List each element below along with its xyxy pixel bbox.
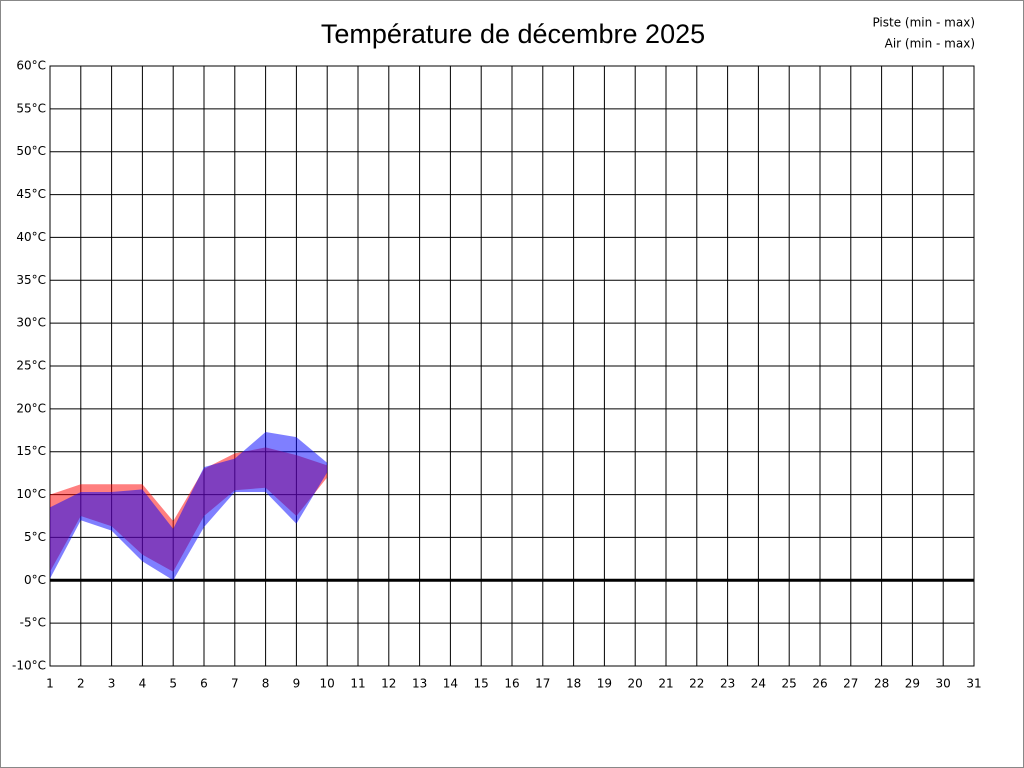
x-tick-label: 20 — [628, 677, 643, 691]
x-tick-label: 7 — [231, 677, 239, 691]
x-tick-label: 18 — [566, 677, 581, 691]
x-tick-label: 12 — [381, 677, 396, 691]
chart-title: Température de décembre 2025 — [321, 19, 705, 49]
x-tick-label: 8 — [262, 677, 270, 691]
x-tick-label: 10 — [320, 677, 335, 691]
x-tick-label: 26 — [812, 677, 827, 691]
x-tick-label: 22 — [689, 677, 704, 691]
y-tick-label: 35°C — [16, 273, 46, 287]
y-tick-label: 55°C — [16, 101, 46, 115]
x-tick-label: 4 — [139, 677, 147, 691]
x-tick-label: 9 — [293, 677, 301, 691]
y-tick-label: 10°C — [16, 487, 46, 501]
y-tick-label: 50°C — [16, 144, 46, 158]
y-tick-label: -5°C — [20, 616, 46, 630]
plot-border — [49, 65, 975, 667]
x-tick-label: 19 — [597, 677, 612, 691]
y-tick-label: 15°C — [16, 444, 46, 458]
x-tick-label: 3 — [108, 677, 116, 691]
x-tick-label: 29 — [905, 677, 920, 691]
x-tick-label: 17 — [535, 677, 550, 691]
y-tick-label: 60°C — [16, 59, 46, 73]
range-area — [50, 432, 328, 581]
x-tick-label: 28 — [874, 677, 889, 691]
x-tick-label: 30 — [936, 677, 951, 691]
x-tick-label: 14 — [443, 677, 458, 691]
x-tick-label: 13 — [412, 677, 427, 691]
x-tick-label: 23 — [720, 677, 735, 691]
y-tick-label: 30°C — [16, 316, 46, 330]
y-tick-label: 25°C — [16, 359, 46, 373]
y-tick-label: 0°C — [24, 573, 46, 587]
x-tick-label: 11 — [350, 677, 365, 691]
x-tick-label: 25 — [782, 677, 797, 691]
x-tick-label: 1 — [46, 677, 54, 691]
x-tick-label: 2 — [77, 677, 85, 691]
y-tick-label: 20°C — [16, 401, 46, 415]
y-tick-label: 45°C — [16, 187, 46, 201]
x-tick-label: 27 — [843, 677, 858, 691]
legend-entry: Piste (min - max) — [872, 16, 975, 30]
x-tick-label: 21 — [658, 677, 673, 691]
x-tick-label: 24 — [751, 677, 766, 691]
legend-entry: Air (min - max) — [885, 37, 975, 51]
x-tick-label: 15 — [474, 677, 489, 691]
y-tick-label: -10°C — [12, 659, 46, 673]
x-tick-label: 16 — [504, 677, 519, 691]
y-tick-label: 5°C — [24, 530, 46, 544]
x-tick-label: 6 — [200, 677, 208, 691]
y-tick-label: 40°C — [16, 230, 46, 244]
x-tick-label: 31 — [966, 677, 981, 691]
x-tick-label: 5 — [169, 677, 177, 691]
